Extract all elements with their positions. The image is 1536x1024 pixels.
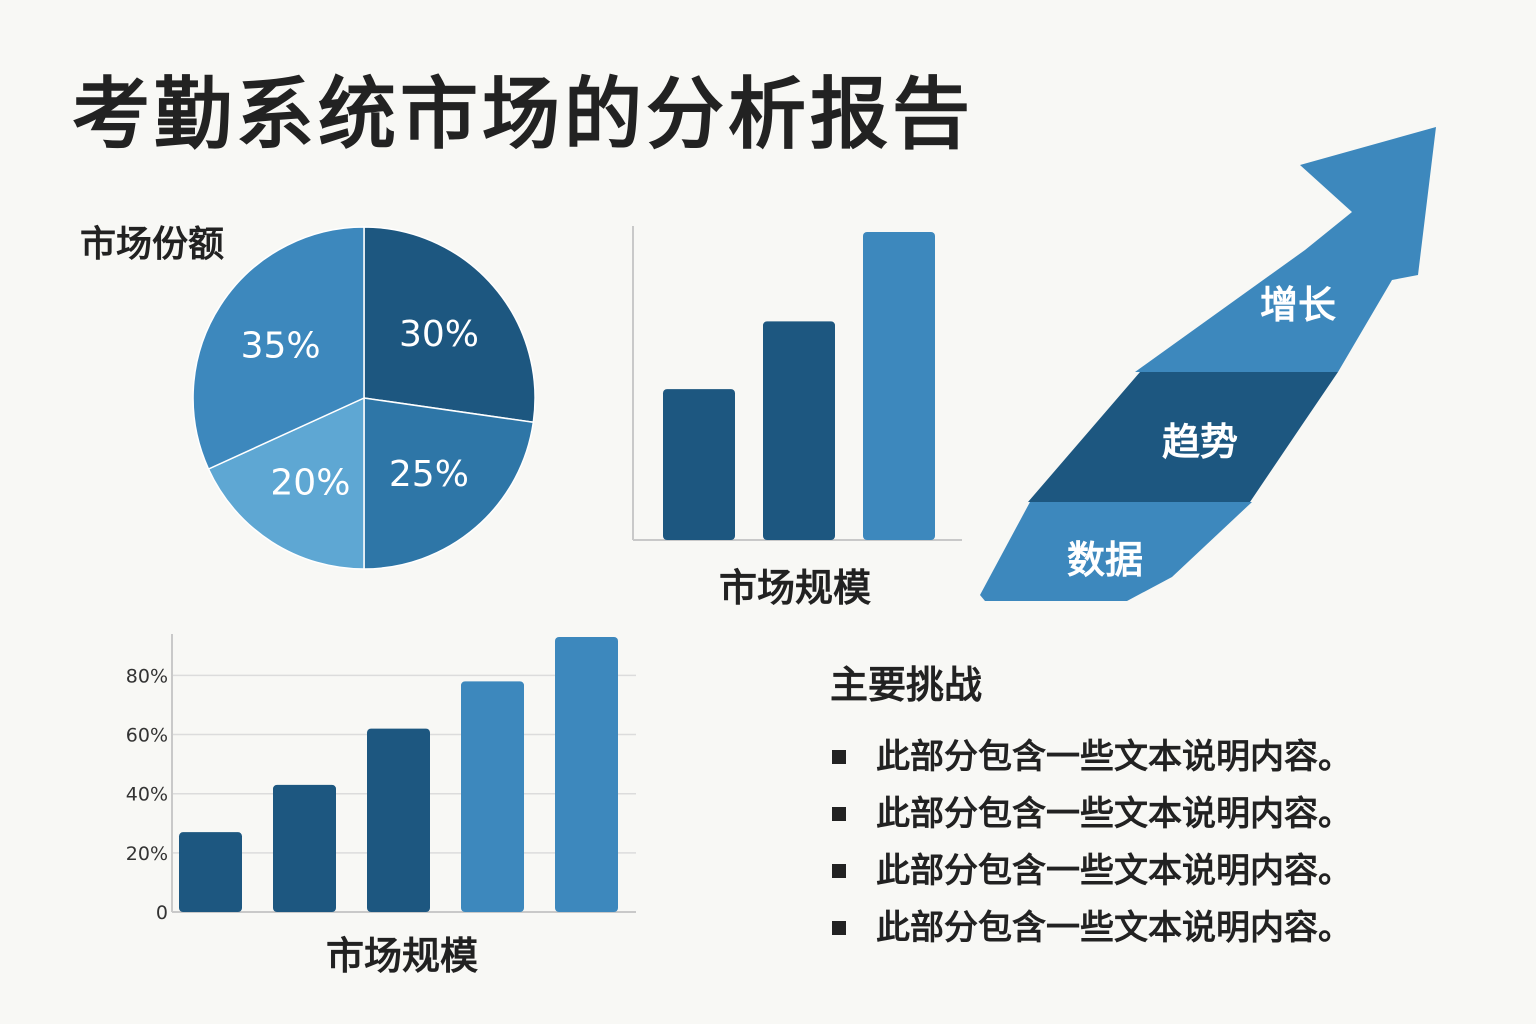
pie-slice [363,397,535,570]
bar-chart-market-size: 市场规模 [632,226,962,610]
challenges-list: 此部分包含一些文本说明内容。 此部分包含一些文本说明内容。 此部分包含一些文本说… [830,735,1470,963]
pie-slice-label: 35% [241,325,321,366]
arrow-band-data [980,502,1252,601]
bar [367,728,430,912]
pie-slice-label: 30% [399,314,479,355]
bar-chart-1-xlabel: 市场规模 [719,566,871,610]
y-tick-label: 40% [126,784,168,806]
pie-slice [363,226,536,424]
bar [179,832,242,912]
pie-chart: 市场份额 30% 25% 20% 35% [80,224,536,570]
pie-chart-title: 市场份额 [80,224,224,265]
bullet-icon [832,750,846,764]
challenges-section: 主要挑战 此部分包含一些文本说明内容。 此部分包含一些文本说明内容。 此部分包含… [830,654,1470,963]
list-item: 此部分包含一些文本说明内容。 [830,906,1470,963]
arrow-label-data: 数据 [1067,538,1143,582]
list-item-text: 此部分包含一些文本说明内容。 [876,908,1352,948]
arrow-label-trend: 趋势 [1162,420,1238,464]
list-item-text: 此部分包含一些文本说明内容。 [876,794,1352,834]
list-item-text: 此部分包含一些文本说明内容。 [876,851,1352,891]
pie-slice [207,396,365,570]
bar-chart-2-xlabel: 市场规模 [326,934,478,978]
list-item: 此部分包含一些文本说明内容。 [830,849,1470,906]
bar [763,321,835,540]
bar [863,232,935,540]
list-item: 此部分包含一些文本说明内容。 [830,792,1470,849]
page-title: 考勤系统市场的分析报告 [72,70,975,160]
arrow-head-band [1135,127,1436,372]
bar [555,636,618,912]
y-tick-label: 60% [126,725,168,747]
bullet-icon [832,921,846,935]
arrow-label-growth: 增长 [1260,283,1336,327]
pie-slice-label: 20% [270,462,350,503]
bullet-icon [832,807,846,821]
challenges-title: 主要挑战 [830,663,983,707]
bar [461,681,524,912]
pie-slice-label: 25% [389,454,469,495]
bar-chart-market-size-percent: 0 20% 40% 60% 80% 市场规模 [126,634,636,978]
y-tick-label: 0 [156,902,168,924]
bullet-icon [832,864,846,878]
bar [273,784,336,912]
y-tick-label: 80% [126,665,168,687]
list-item-text: 此部分包含一些文本说明内容。 [876,737,1352,777]
growth-arrow: 增长 趋势 数据 [980,127,1436,601]
list-item: 此部分包含一些文本说明内容。 [830,735,1470,792]
arrow-band-trend [1028,372,1338,502]
pie-slice [192,226,365,470]
y-tick-label: 20% [126,843,168,865]
bar [663,389,735,540]
